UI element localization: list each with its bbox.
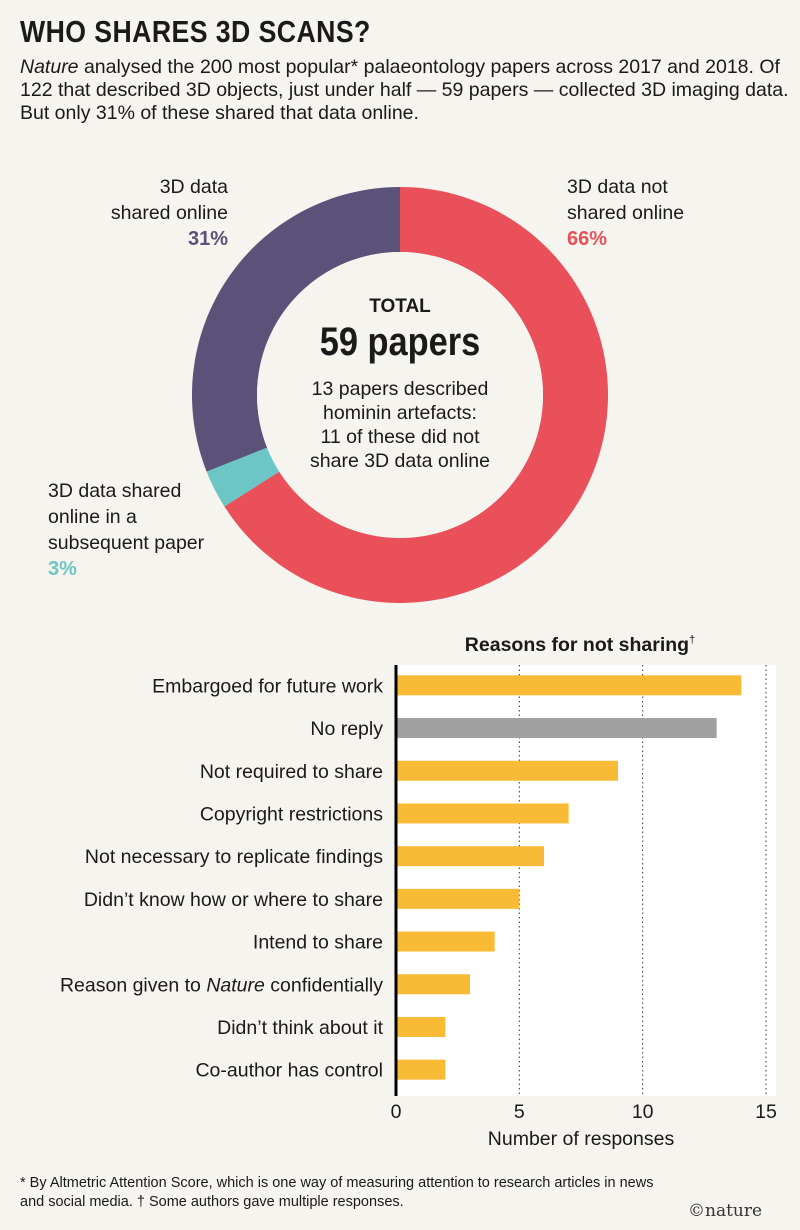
bar (396, 931, 495, 952)
slice-percent-label: 66% (567, 228, 607, 250)
footnote: * By Altmetric Attention Score, which is… (20, 1175, 654, 1210)
category-label: Reason given to Nature confidentially (60, 974, 383, 996)
center-total-label: TOTAL (369, 296, 431, 317)
intro-italic: Nature (20, 56, 79, 78)
donut-slice (191, 187, 400, 472)
category-label: Didn’t think about it (217, 1017, 383, 1039)
bar (396, 846, 544, 867)
chart-title: WHO SHARES 3D SCANS? (20, 14, 371, 49)
bar (396, 1016, 446, 1037)
bar-chart-title: Reasons for not sharing† (465, 634, 695, 656)
center-note-line: 11 of these did not (320, 426, 480, 448)
slice-label: shared online (567, 202, 684, 224)
category-label: Intend to share (253, 932, 383, 954)
bar (396, 760, 618, 781)
center-total-value: 59 papers (320, 319, 481, 364)
center-note-line: 13 papers described (312, 378, 489, 400)
donut-slice (206, 447, 280, 507)
bar-chart: Reasons for not sharing† Embargoed for fu… (60, 634, 777, 1150)
x-axis-label: Number of responses (488, 1128, 675, 1150)
category-label: Not necessary to replicate findings (85, 846, 383, 868)
slice-label: 3D data (160, 176, 228, 198)
bar (396, 803, 569, 824)
slice-label: subsequent paper (48, 532, 205, 554)
intro-body: analysed the 200 most popular* palaeonto… (20, 56, 789, 124)
category-label: Didn’t know how or where to share (84, 889, 383, 911)
slice-percent-label: 31% (188, 228, 228, 250)
center-note-line: hominin artefacts: (323, 402, 477, 424)
slice-label: 3D data shared (48, 480, 181, 502)
slice-percent-label: 3% (48, 558, 77, 580)
x-tick-label: 10 (632, 1101, 654, 1123)
slice-label: 3D data not (567, 176, 668, 198)
nature-logo: ©nature (688, 1201, 763, 1221)
x-tick-label: 15 (755, 1101, 777, 1123)
bar (396, 1059, 446, 1080)
category-label: Co-author has control (195, 1060, 383, 1082)
x-tick-label: 5 (514, 1101, 525, 1123)
bar (396, 718, 717, 739)
category-label: Copyright restrictions (200, 803, 383, 825)
category-label: Embargoed for future work (152, 675, 383, 697)
category-label: No reply (310, 718, 383, 740)
center-note-line: share 3D data online (310, 450, 490, 472)
bar (396, 675, 742, 696)
bar (396, 888, 520, 909)
bar (396, 974, 470, 995)
category-label: Not required to share (200, 761, 383, 783)
x-tick-label: 0 (391, 1101, 402, 1123)
slice-label: shared online (111, 202, 228, 224)
donut-slice (224, 187, 608, 603)
slice-label: online in a (48, 506, 137, 528)
intro-text: Nature analysed the 200 most popular* pa… (20, 56, 790, 125)
donut-hole (257, 252, 543, 538)
